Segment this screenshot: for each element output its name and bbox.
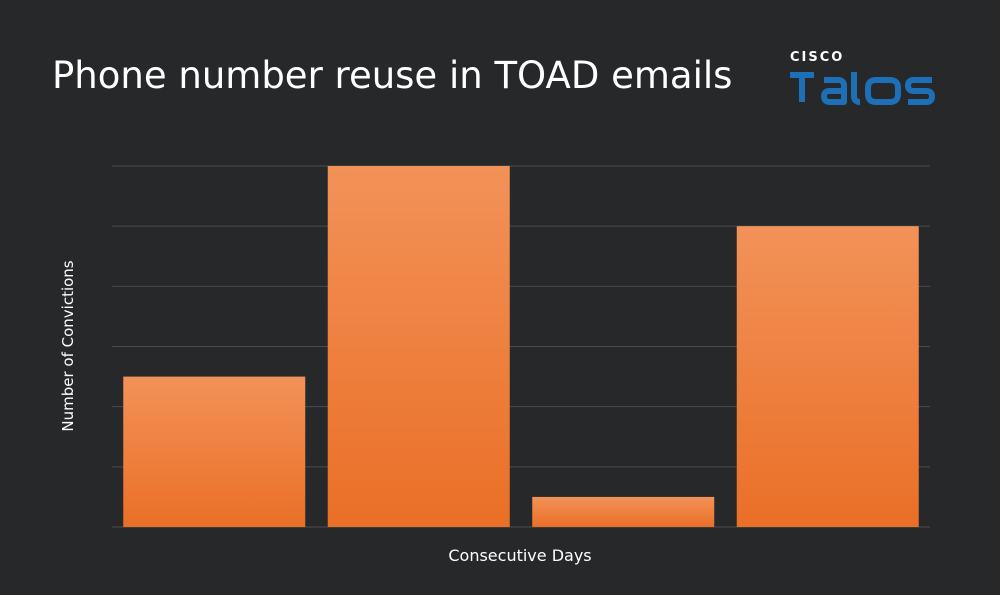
bar-1	[123, 376, 306, 527]
logo-cisco-wordmark: CISCO	[790, 50, 845, 65]
bar-3	[532, 496, 715, 527]
x-axis-label: Consecutive Days	[448, 546, 592, 565]
bar-2	[327, 166, 510, 527]
cisco-talos-logo: CISCO	[786, 50, 946, 110]
bars	[123, 166, 919, 527]
logo-talos-wordmark	[790, 72, 935, 105]
y-axis-label: Number of Convictions	[59, 260, 77, 432]
chart-title: Phone number reuse in TOAD emails	[52, 54, 733, 97]
bar-4	[736, 226, 919, 527]
